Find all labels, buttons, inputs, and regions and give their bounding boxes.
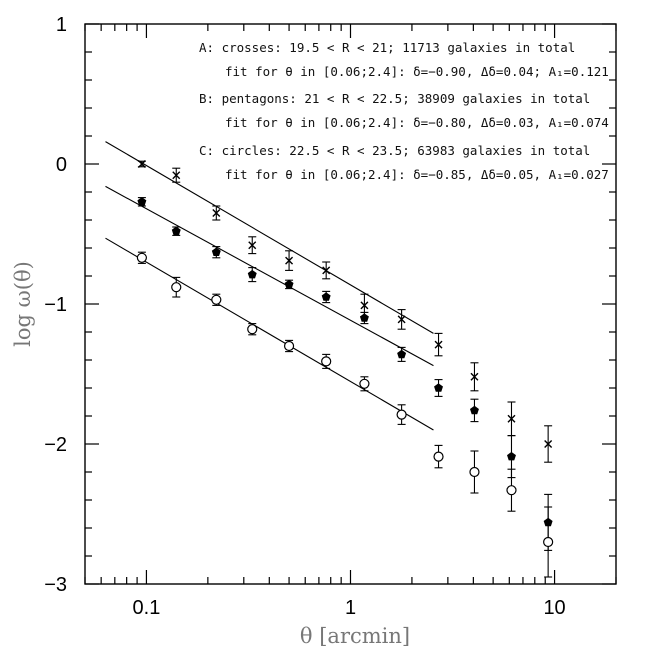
plot-frame [84, 23, 617, 585]
pentagon-marker [137, 197, 147, 206]
y-tick-label-3: −2 [44, 434, 67, 456]
cross-marker [172, 171, 181, 180]
circle-marker [283, 340, 295, 352]
circle-marker [543, 536, 554, 548]
pentagon-marker [247, 269, 257, 279]
circle-marker [506, 485, 517, 496]
tick-labels: 0.1 1 10 1 0 −1 −2 −3 [44, 14, 566, 619]
circle-marker [469, 466, 480, 478]
fit-line [105, 237, 434, 431]
x-tick-label-2: 10 [543, 597, 565, 619]
circle-marker [359, 378, 370, 389]
annotation-a-line1: A: crosses: 19.5 < R < 21; 11713 galaxie… [199, 40, 575, 55]
pentagon-marker [470, 405, 479, 415]
annotation-b-line1: B: pentagons: 21 < R < 22.5; 38909 galax… [199, 91, 590, 106]
fit-lines [105, 141, 434, 431]
annotation-c-line1: C: circles: 22.5 < R < 23.5; 63983 galax… [199, 143, 590, 158]
annotation-b-line2: fit for θ in [0.06;2.4]: δ=−0.80, Δδ=0.0… [225, 115, 609, 130]
circle-marker [211, 294, 222, 305]
y-axis-title: log ω(θ) [11, 261, 35, 347]
cross-marker [544, 440, 553, 448]
fit-line [105, 185, 434, 367]
x-tick-label-0: 0.1 [133, 597, 161, 619]
data-marks [136, 160, 554, 578]
cross-marker [470, 372, 479, 381]
cross-marker [322, 266, 331, 275]
annotation-c-line2: fit for θ in [0.06;2.4]: δ=−0.85, Δδ=0.0… [225, 167, 609, 182]
cross-marker [434, 340, 443, 349]
cross-marker [397, 315, 406, 324]
pentagon-marker [171, 226, 181, 236]
fit-line [105, 141, 434, 334]
circle-marker [433, 451, 444, 462]
y-tick-label-2: −1 [44, 294, 67, 316]
x-axis-title: θ [arcmin] [300, 624, 410, 648]
x-tick-label-1: 1 [345, 597, 356, 619]
circle-marker [247, 324, 258, 335]
circle-marker [321, 356, 332, 367]
cross-marker [212, 209, 221, 217]
y-tick-label-4: −3 [44, 574, 67, 596]
cross-marker [137, 160, 146, 168]
pentagon-marker [321, 292, 331, 301]
annotation-a-line2: fit for θ in [0.06;2.4]: δ=−0.90, Δδ=0.0… [225, 64, 609, 79]
circle-marker [136, 252, 147, 263]
y-tick-label-0: 1 [56, 14, 67, 36]
pentagon-marker [434, 383, 443, 392]
circle-marker [171, 282, 182, 293]
pentagon-marker [284, 279, 294, 289]
cross-marker [507, 414, 516, 423]
pentagon-marker [507, 451, 516, 461]
y-tick-label-1: 0 [56, 154, 67, 176]
axis-ticks [84, 23, 617, 585]
circle-marker [396, 409, 407, 420]
pentagon-marker [359, 313, 369, 322]
pentagon-marker [397, 349, 407, 359]
annotation-block: A: crosses: 19.5 < R < 21; 11713 galaxie… [199, 40, 609, 182]
cross-marker [360, 301, 369, 310]
pentagon-marker [211, 247, 221, 257]
cross-marker [285, 256, 294, 265]
cross-marker [248, 241, 257, 250]
